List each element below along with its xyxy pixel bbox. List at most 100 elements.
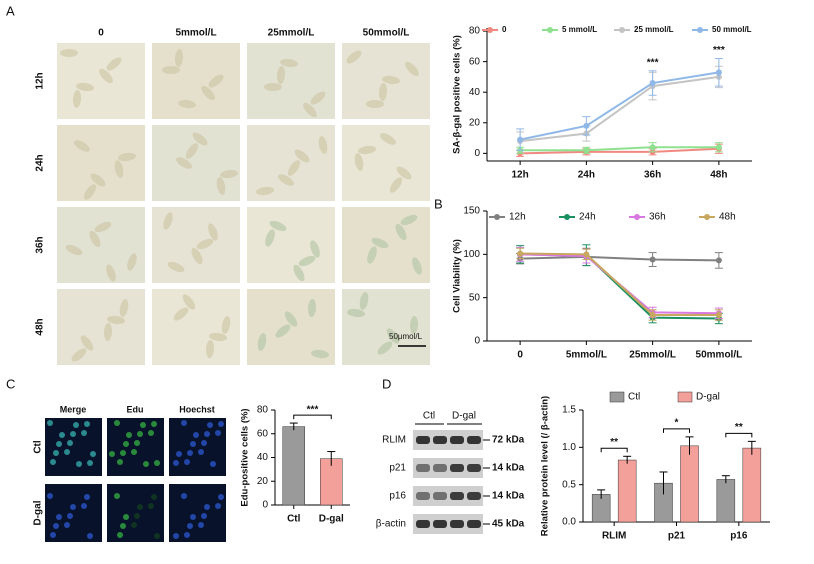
cell (405, 61, 419, 77)
legend-label: 0 (502, 25, 507, 34)
x-tick-label: 36h (644, 170, 661, 181)
cell (359, 292, 369, 310)
point (649, 256, 656, 263)
nucleus (204, 431, 210, 437)
blot-strip (413, 458, 483, 478)
micrograph (57, 289, 145, 365)
annotation: *** (713, 45, 725, 56)
cell (103, 323, 113, 341)
y-tick-label: 40 (257, 452, 269, 463)
size-label: 45 kDa (492, 519, 525, 530)
panel-label: C (6, 376, 15, 391)
row-label: 12h (35, 72, 46, 89)
legend-marker (494, 214, 500, 220)
legend-marker (619, 27, 625, 33)
nucleus (154, 533, 160, 539)
series-line (519, 71, 720, 141)
legend-label: 48h (719, 212, 736, 223)
nucleus (114, 420, 120, 426)
x-tick-label: 24h (578, 170, 595, 181)
band (416, 492, 430, 500)
point (517, 136, 524, 143)
cell (311, 349, 329, 359)
bar (680, 445, 699, 523)
cell (264, 83, 282, 91)
y-tick-label: 1.5 (562, 405, 576, 416)
y-tick-label: 40 (469, 87, 481, 98)
band (433, 520, 447, 528)
size-label: 14 kDa (492, 463, 525, 474)
cell (293, 264, 305, 282)
cell (72, 90, 82, 108)
cell (176, 157, 192, 169)
column-label: 5mmol/L (175, 28, 216, 39)
legend-label: 24h (579, 212, 596, 223)
cell (192, 132, 208, 146)
x-tick-label: D-gal (319, 514, 344, 525)
legend-marker (634, 214, 640, 220)
cell (90, 173, 106, 187)
cell (400, 214, 418, 226)
nucleus (84, 494, 90, 500)
x-tick-label: 50mmol/L (696, 350, 743, 361)
legend-label: 36h (649, 212, 666, 223)
x-tick-label: p16 (730, 531, 748, 542)
band (433, 436, 447, 444)
cell (182, 294, 196, 310)
micrograph (152, 43, 240, 119)
nucleus (134, 440, 140, 446)
cell (310, 240, 320, 258)
row-label: 36h (35, 236, 46, 253)
nucleus (123, 514, 129, 520)
column-label: 25mmol/L (268, 28, 315, 39)
y-tick-label: 100 (463, 249, 480, 260)
y-tick-label: 0.0 (562, 517, 576, 528)
legend-marker (564, 214, 570, 220)
y-axis-title: Relative protein level (/ β-actin) (540, 396, 551, 536)
y-tick-label: 1.0 (562, 442, 576, 453)
band (416, 520, 430, 528)
cell (89, 230, 101, 248)
nucleus (184, 532, 190, 538)
fluorescence-image (45, 418, 102, 476)
cell (294, 149, 310, 163)
y-tick-label: 20 (257, 476, 269, 487)
nucleus (210, 461, 216, 467)
point (517, 250, 524, 257)
cell (71, 348, 87, 362)
cell (310, 91, 326, 105)
y-axis-title: Cell Viability (%) (452, 239, 463, 313)
x-tick-label: RLIM (602, 531, 626, 542)
cell (185, 143, 199, 159)
nucleus (47, 493, 53, 499)
nucleus (207, 422, 213, 428)
nucleus (173, 460, 179, 466)
series-line (520, 146, 719, 152)
cell (209, 332, 227, 342)
row-label: 24h (35, 154, 46, 171)
nucleus (134, 513, 140, 519)
nucleus (87, 460, 93, 466)
cell (307, 299, 317, 317)
nucleus (218, 421, 224, 427)
x-tick-label: 5mmol/L (566, 350, 607, 361)
nucleus (181, 420, 187, 426)
bar (716, 479, 736, 523)
y-tick-label: 60 (257, 428, 269, 439)
y-tick-label: 0.5 (562, 479, 576, 490)
nucleus (50, 459, 56, 465)
nucleus (56, 441, 62, 447)
cell (99, 68, 113, 84)
legend-marker (697, 27, 703, 33)
nucleus (201, 513, 207, 519)
nucleus (126, 432, 132, 438)
cell (60, 49, 78, 57)
cell (366, 100, 384, 108)
annotation: *** (307, 405, 319, 416)
series-line (520, 255, 719, 262)
blot-strip (413, 514, 483, 534)
nucleus (67, 440, 73, 446)
nucleus (193, 432, 199, 438)
cell (107, 315, 125, 325)
